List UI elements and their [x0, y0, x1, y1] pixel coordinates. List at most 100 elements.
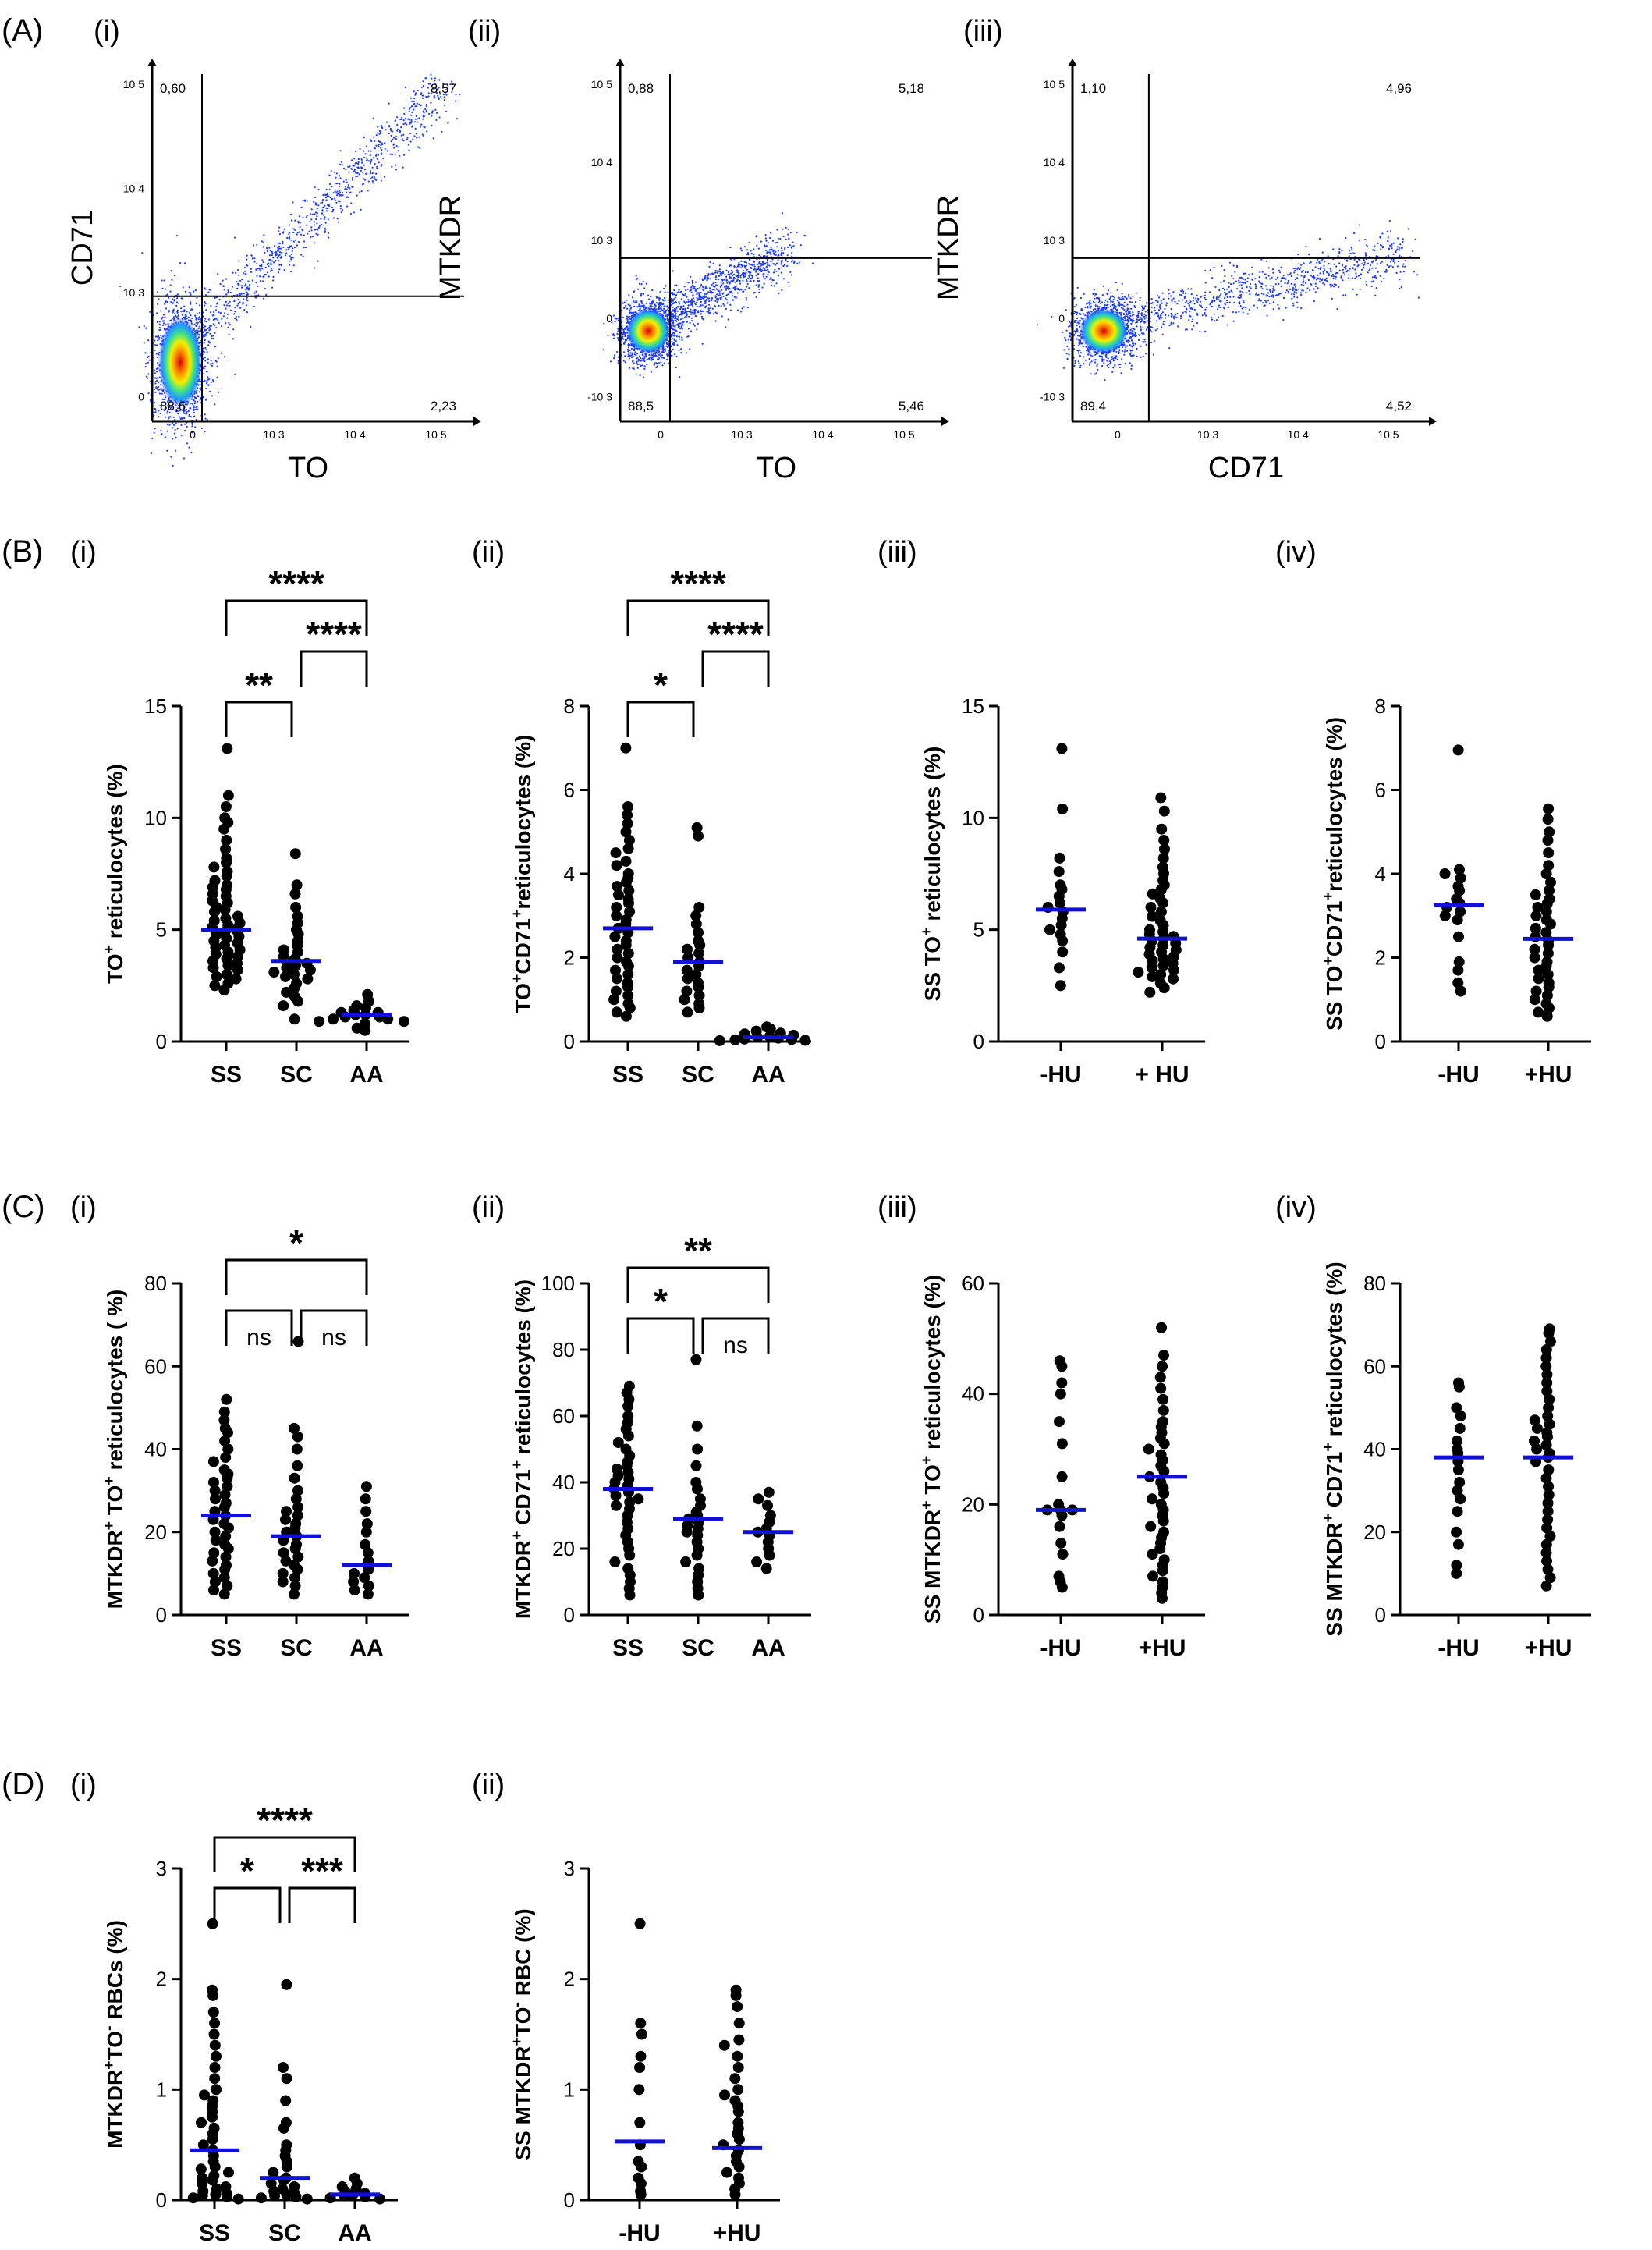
event-dot	[750, 275, 753, 277]
event-dot	[690, 313, 693, 315]
event-dot	[195, 302, 197, 304]
event-dot	[237, 282, 239, 285]
event-dot	[752, 264, 754, 266]
event-dot	[679, 338, 681, 340]
event-dot	[623, 301, 626, 303]
event-dot	[178, 302, 180, 304]
event-dot	[331, 197, 334, 201]
event-dot	[259, 280, 261, 282]
event-dot	[206, 351, 208, 353]
event-dot	[200, 397, 202, 399]
event-dot	[345, 179, 347, 181]
event-dot	[736, 279, 739, 282]
event-dot	[1118, 364, 1121, 366]
sub-label: (i)	[94, 15, 120, 48]
event-dot	[756, 244, 758, 247]
event-dot	[289, 270, 292, 273]
event-dot	[720, 285, 722, 287]
event-dot	[710, 273, 712, 275]
event-dot	[758, 291, 760, 293]
y-tick-label: 10 3	[123, 286, 144, 299]
event-dot	[780, 263, 782, 265]
event-dot	[408, 108, 411, 110]
event-dot	[183, 417, 186, 420]
event-dot	[347, 165, 349, 168]
event-dot	[197, 324, 199, 326]
event-dot	[727, 318, 729, 321]
event-dot	[246, 286, 248, 289]
event-dot	[746, 299, 748, 301]
event-dot	[706, 279, 708, 281]
event-dot	[341, 164, 344, 166]
y-axis-title: MTKDR	[434, 195, 467, 300]
event-dot	[210, 381, 212, 384]
event-dot	[371, 180, 374, 183]
event-dot	[733, 266, 736, 268]
event-dot	[153, 431, 155, 435]
event-dot	[674, 325, 676, 328]
event-dot	[347, 186, 349, 189]
event-dot	[700, 303, 702, 307]
event-dot	[378, 145, 380, 147]
event-dot	[370, 158, 373, 161]
event-dot	[156, 312, 158, 314]
event-dot	[796, 231, 798, 234]
event-dot	[223, 312, 226, 314]
event-dot	[207, 341, 211, 343]
event-dot	[198, 316, 200, 318]
event-dot	[750, 252, 753, 254]
event-dot	[185, 408, 187, 410]
event-dot	[243, 267, 246, 269]
event-dot	[197, 333, 200, 335]
y-axis-arrow	[615, 59, 625, 66]
event-dot	[431, 124, 433, 126]
event-dot	[268, 265, 270, 268]
event-dot	[431, 115, 433, 117]
event-dot	[671, 326, 673, 328]
event-dot	[1098, 306, 1101, 308]
event-dot	[212, 323, 214, 325]
event-dot	[194, 314, 197, 317]
event-dot	[170, 456, 172, 458]
event-dot	[672, 293, 675, 296]
event-dot	[688, 311, 690, 313]
event-dot	[290, 257, 292, 259]
event-dot	[675, 313, 677, 315]
event-dot	[378, 161, 380, 164]
event-dot	[325, 188, 328, 191]
event-dot	[665, 311, 667, 313]
event-dot	[699, 286, 701, 289]
event-dot	[780, 252, 782, 254]
event-dot	[687, 282, 690, 284]
event-dot	[147, 361, 149, 364]
event-dot	[773, 285, 775, 287]
event-dot	[180, 307, 183, 310]
event-dot	[701, 297, 704, 300]
event-dot	[317, 188, 320, 191]
event-dot	[1108, 298, 1111, 300]
event-dot	[164, 436, 166, 438]
event-dot	[157, 303, 159, 305]
event-dot	[340, 161, 343, 163]
event-dot	[666, 354, 669, 357]
event-dot	[169, 284, 172, 286]
event-dot	[292, 247, 294, 250]
event-dot	[772, 250, 775, 253]
event-dot	[700, 284, 703, 286]
event-dot	[325, 197, 328, 199]
event-dot	[205, 321, 207, 323]
event-dot	[182, 286, 184, 289]
panel-label-a: (A)	[2, 13, 43, 48]
event-dot	[302, 255, 304, 257]
event-dot	[363, 137, 365, 139]
panel-label-c: (C)	[2, 1190, 45, 1224]
event-dot	[687, 304, 690, 307]
y-tick-label: 10 4	[123, 182, 144, 194]
event-dot	[708, 299, 711, 301]
quadrant-top-left: 0,60	[160, 81, 186, 96]
event-dot	[371, 172, 374, 175]
event-dot	[723, 279, 725, 281]
event-dot	[238, 274, 240, 276]
event-dot	[747, 277, 750, 279]
event-dot	[233, 236, 236, 239]
